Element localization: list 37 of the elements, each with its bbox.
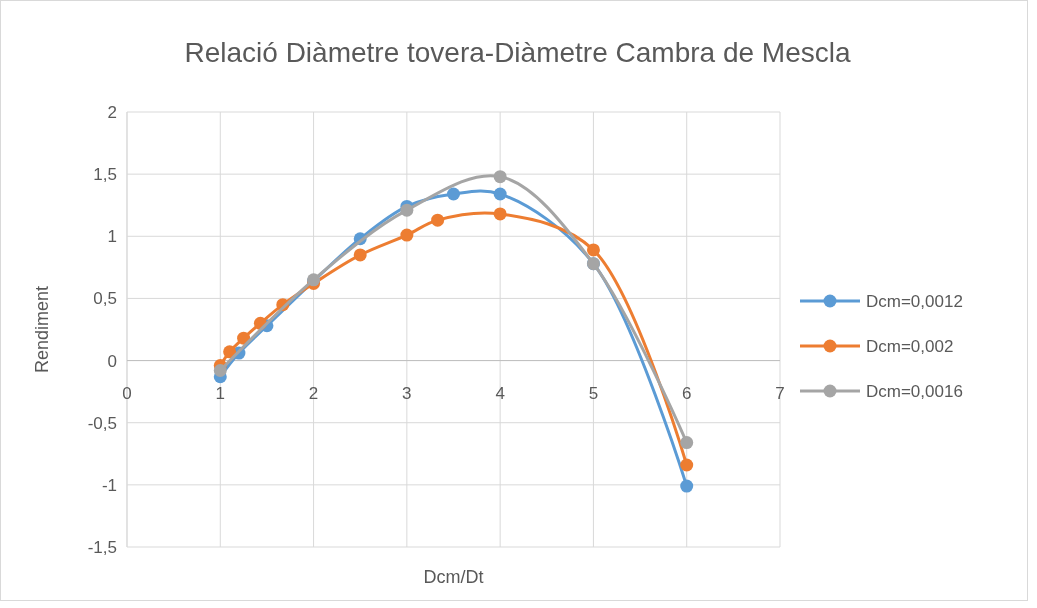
point [400, 228, 414, 242]
legend-label: Dcm=0,0016 [866, 381, 963, 401]
x-tick-label: 0 [122, 383, 132, 403]
x-tick-label: 7 [775, 383, 785, 403]
y-tick-label: 0 [107, 351, 117, 371]
x-tick-label: 2 [308, 383, 319, 403]
point [213, 364, 227, 378]
legend-label: Dcm=0,0012 [866, 291, 963, 311]
x-tick-label: 3 [402, 383, 412, 403]
y-tick-label: 0,5 [93, 289, 117, 309]
point [680, 479, 694, 493]
y-tick-label: 1 [107, 227, 117, 247]
y-tick-label: -1 [101, 475, 117, 495]
x-tick-label: 6 [681, 383, 692, 403]
y-tick-label: 1,5 [93, 165, 117, 185]
y-tick-label: -1,5 [87, 537, 117, 557]
chart-title: Relació Diàmetre tovera-Diàmetre Cambra de Mescla [184, 37, 851, 68]
point [493, 170, 507, 184]
point [353, 248, 367, 262]
point [237, 331, 251, 345]
y-axis-title: Rendiment [32, 285, 52, 374]
point [431, 213, 445, 227]
legend-label: Dcm=0,002 [866, 336, 954, 356]
point [493, 207, 507, 221]
x-tick-label: 4 [495, 383, 505, 403]
y-tick-label: -0,5 [87, 413, 117, 433]
point [223, 345, 237, 359]
point [680, 436, 694, 450]
point [400, 203, 414, 217]
x-tick-label: 1 [215, 383, 226, 403]
point [447, 187, 460, 201]
point [680, 458, 694, 472]
x-axis-title: Dcm/Dt [423, 567, 484, 587]
y-tick-label: 2 [107, 102, 117, 122]
x-tick-label: 5 [588, 383, 599, 403]
point [493, 187, 507, 201]
point [586, 243, 600, 257]
